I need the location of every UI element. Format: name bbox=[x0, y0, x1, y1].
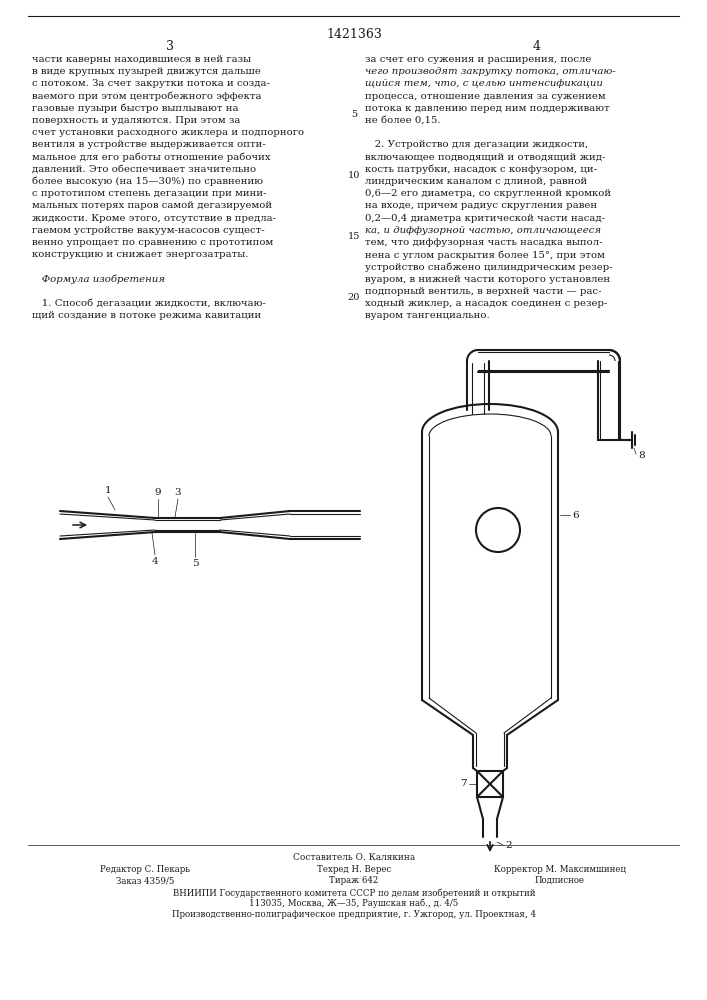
Text: 0,6—2 его диаметра, со скругленной кромкой: 0,6—2 его диаметра, со скругленной кромк… bbox=[365, 189, 611, 198]
Text: 2: 2 bbox=[505, 840, 512, 850]
Text: 5: 5 bbox=[351, 110, 357, 119]
Text: 5: 5 bbox=[192, 559, 198, 568]
Text: Формула изобретения: Формула изобретения bbox=[32, 275, 165, 284]
Text: Тираж 642: Тираж 642 bbox=[329, 876, 379, 885]
Text: мальных потерях паров самой дегазируемой: мальных потерях паров самой дегазируемой bbox=[32, 201, 272, 210]
Text: давлений. Это обеспечивает значительно: давлений. Это обеспечивает значительно bbox=[32, 165, 256, 174]
Text: чего производят закрутку потока, отличаю-: чего производят закрутку потока, отличаю… bbox=[365, 67, 616, 76]
Text: конструкцию и снижает энергозатраты.: конструкцию и снижает энергозатраты. bbox=[32, 250, 248, 259]
Text: устройство снабжено цилиндрическим резер-: устройство снабжено цилиндрическим резер… bbox=[365, 262, 613, 272]
Text: Заказ 4359/5: Заказ 4359/5 bbox=[116, 876, 174, 885]
Text: вуаром, в нижней части которого установлен: вуаром, в нижней части которого установл… bbox=[365, 275, 610, 284]
Text: 8: 8 bbox=[638, 452, 645, 460]
Text: 1: 1 bbox=[105, 486, 111, 495]
Text: вентиля в устройстве выдерживается опти-: вентиля в устройстве выдерживается опти- bbox=[32, 140, 266, 149]
Text: щий создание в потоке режима кавитации: щий создание в потоке режима кавитации bbox=[32, 311, 262, 320]
Text: Техред Н. Верес: Техред Н. Верес bbox=[317, 865, 391, 874]
Text: 1. Способ дегазации жидкости, включаю-: 1. Способ дегазации жидкости, включаю- bbox=[32, 299, 266, 308]
Text: с потоком. За счет закрутки потока и созда-: с потоком. За счет закрутки потока и соз… bbox=[32, 79, 270, 88]
Text: щийся тем, что, с целью интенсификации: щийся тем, что, с целью интенсификации bbox=[365, 79, 603, 88]
Text: мальное для его работы отношение рабочих: мальное для его работы отношение рабочих bbox=[32, 153, 271, 162]
Text: подпорный вентиль, в верхней части — рас-: подпорный вентиль, в верхней части — рас… bbox=[365, 287, 602, 296]
Text: Производственно-полиграфическое предприятие, г. Ужгород, ул. Проектная, 4: Производственно-полиграфическое предприя… bbox=[172, 910, 536, 919]
Text: на входе, причем радиус скругления равен: на входе, причем радиус скругления равен bbox=[365, 201, 597, 210]
Text: в виде крупных пузырей движутся дальше: в виде крупных пузырей движутся дальше bbox=[32, 67, 261, 76]
Text: Редактор С. Пекарь: Редактор С. Пекарь bbox=[100, 865, 190, 874]
Text: ВНИИПИ Государственного комитета СССР по делам изобретений и открытий: ВНИИПИ Государственного комитета СССР по… bbox=[173, 888, 535, 898]
Text: нена с углом раскрытия более 15°, при этом: нена с углом раскрытия более 15°, при эт… bbox=[365, 250, 605, 260]
Text: 20: 20 bbox=[348, 293, 360, 302]
Text: 6: 6 bbox=[572, 510, 578, 520]
Text: поверхность и удаляются. При этом за: поверхность и удаляются. При этом за bbox=[32, 116, 240, 125]
Text: 9: 9 bbox=[155, 488, 161, 497]
Text: 4: 4 bbox=[533, 40, 541, 53]
Text: тем, что диффузорная часть насадка выпол-: тем, что диффузорная часть насадка выпол… bbox=[365, 238, 602, 247]
Text: включающее подводящий и отводящий жид-: включающее подводящий и отводящий жид- bbox=[365, 153, 605, 162]
Text: кость патрубки, насадок с конфузором, ци-: кость патрубки, насадок с конфузором, ци… bbox=[365, 165, 597, 174]
Text: Составитель О. Калякина: Составитель О. Калякина bbox=[293, 853, 415, 862]
Text: 3: 3 bbox=[175, 488, 181, 497]
Text: процесса, отношение давления за сужением: процесса, отношение давления за сужением bbox=[365, 92, 606, 101]
Text: жидкости. Кроме этого, отсутствие в предла-: жидкости. Кроме этого, отсутствие в пред… bbox=[32, 214, 276, 223]
Text: с прототипом степень дегазации при мини-: с прототипом степень дегазации при мини- bbox=[32, 189, 267, 198]
Text: линдрическим каналом с длиной, равной: линдрическим каналом с длиной, равной bbox=[365, 177, 588, 186]
Text: 15: 15 bbox=[348, 232, 360, 241]
Text: потока к давлению перед ним поддерживают: потока к давлению перед ним поддерживают bbox=[365, 104, 609, 113]
Text: 10: 10 bbox=[348, 171, 360, 180]
Text: вуаром тангенциально.: вуаром тангенциально. bbox=[365, 311, 490, 320]
Text: более высокую (на 15—30%) по сравнению: более высокую (на 15—30%) по сравнению bbox=[32, 177, 263, 186]
Text: за счет его сужения и расширения, после: за счет его сужения и расширения, после bbox=[365, 55, 591, 64]
Text: венно упрощает по сравнению с прототипом: венно упрощает по сравнению с прототипом bbox=[32, 238, 273, 247]
Text: ка, и диффузорной частью, отличающееся: ка, и диффузорной частью, отличающееся bbox=[365, 226, 601, 235]
Text: ходный жиклер, а насадок соединен с резер-: ходный жиклер, а насадок соединен с резе… bbox=[365, 299, 607, 308]
Text: не более 0,15.: не более 0,15. bbox=[365, 116, 440, 125]
Text: 1421363: 1421363 bbox=[326, 28, 382, 41]
Text: счет установки расходного жиклера и подпорного: счет установки расходного жиклера и подп… bbox=[32, 128, 304, 137]
Text: ваемого при этом центробежного эффекта: ваемого при этом центробежного эффекта bbox=[32, 92, 262, 101]
Text: 0,2—0,4 диаметра критической части насад-: 0,2—0,4 диаметра критической части насад… bbox=[365, 214, 605, 223]
Text: Подписное: Подписное bbox=[535, 876, 585, 885]
Text: 3: 3 bbox=[166, 40, 174, 53]
Text: части каверны находившиеся в ней газы: части каверны находившиеся в ней газы bbox=[32, 55, 251, 64]
Text: гаемом устройстве вакуум-насосов сущест-: гаемом устройстве вакуум-насосов сущест- bbox=[32, 226, 264, 235]
Text: газовые пузыри быстро выплывают на: газовые пузыри быстро выплывают на bbox=[32, 104, 238, 113]
Text: 113035, Москва, Ж—35, Раушская наб., д. 4/5: 113035, Москва, Ж—35, Раушская наб., д. … bbox=[250, 899, 459, 908]
Text: 7: 7 bbox=[460, 780, 467, 788]
Text: 2. Устройство для дегазации жидкости,: 2. Устройство для дегазации жидкости, bbox=[365, 140, 588, 149]
Text: Корректор М. Максимшинец: Корректор М. Максимшинец bbox=[494, 865, 626, 874]
Text: 4: 4 bbox=[152, 557, 158, 566]
